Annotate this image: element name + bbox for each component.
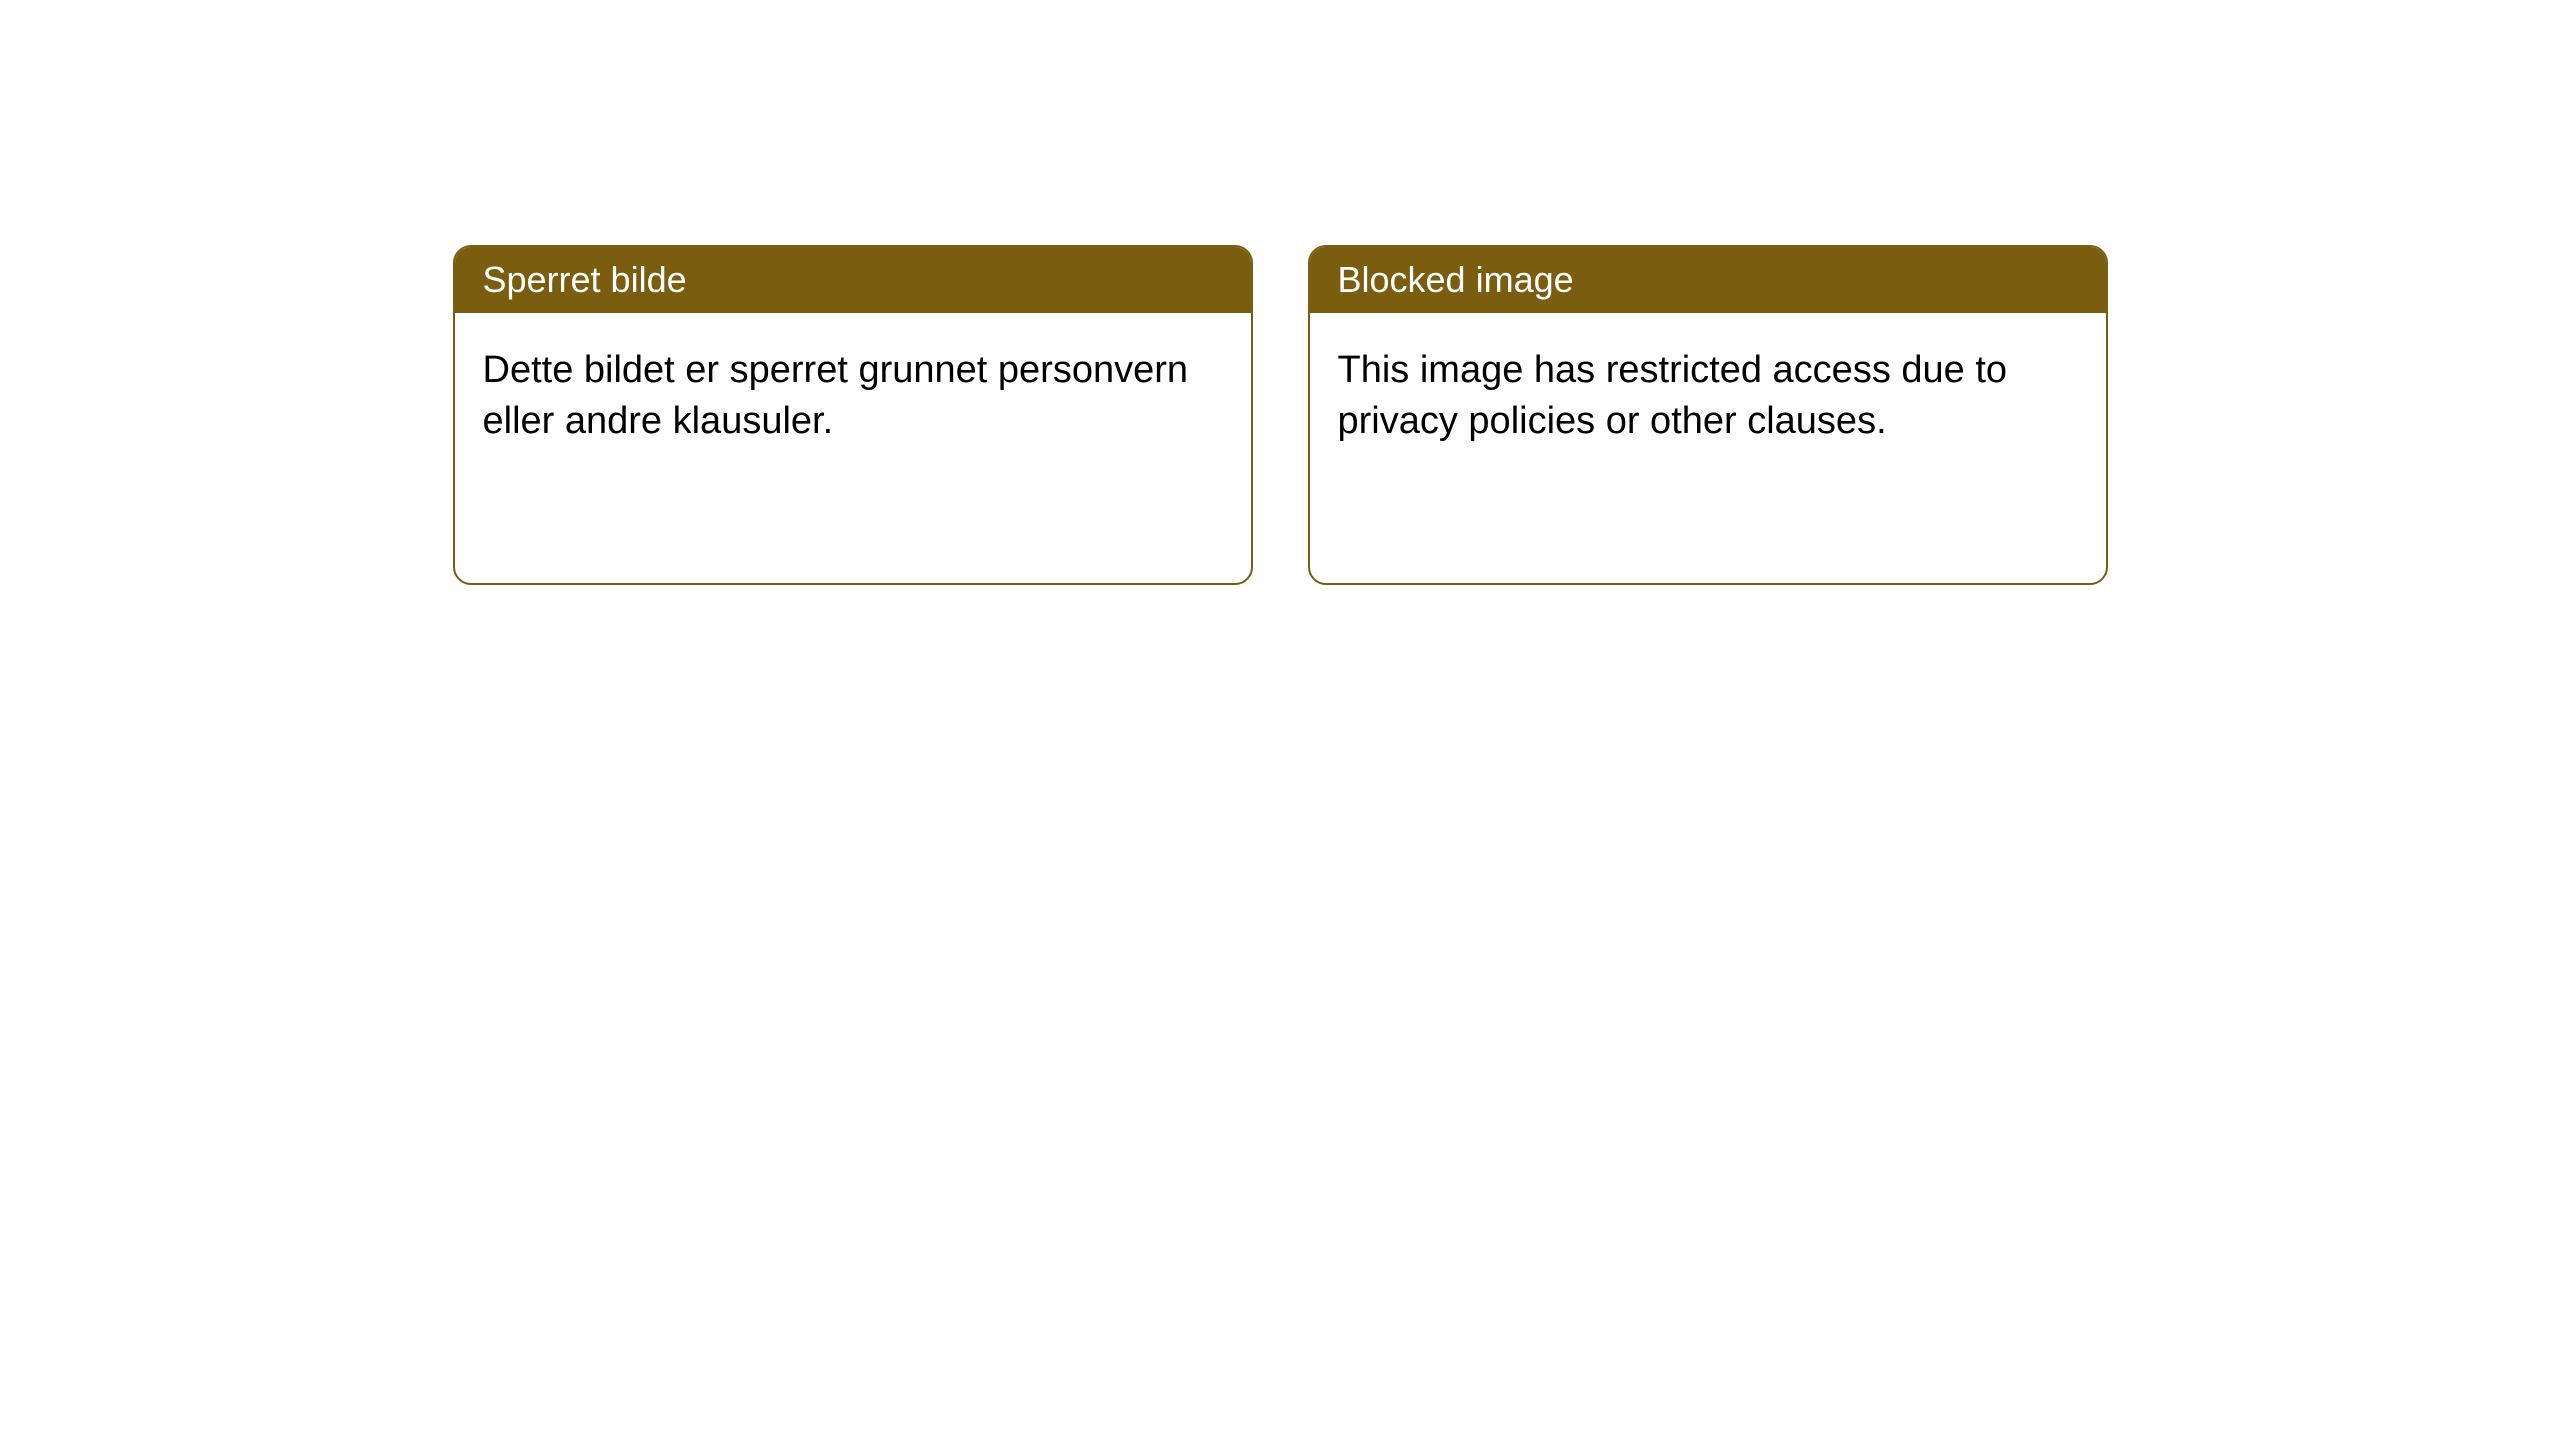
card-header: Blocked image [1310, 247, 2106, 313]
card-header: Sperret bilde [455, 247, 1251, 313]
card-body: This image has restricted access due to … [1310, 313, 2106, 583]
card-norwegian: Sperret bilde Dette bildet er sperret gr… [453, 245, 1253, 585]
card-english: Blocked image This image has restricted … [1308, 245, 2108, 585]
cards-container: Sperret bilde Dette bildet er sperret gr… [453, 245, 2108, 585]
card-body: Dette bildet er sperret grunnet personve… [455, 313, 1251, 583]
